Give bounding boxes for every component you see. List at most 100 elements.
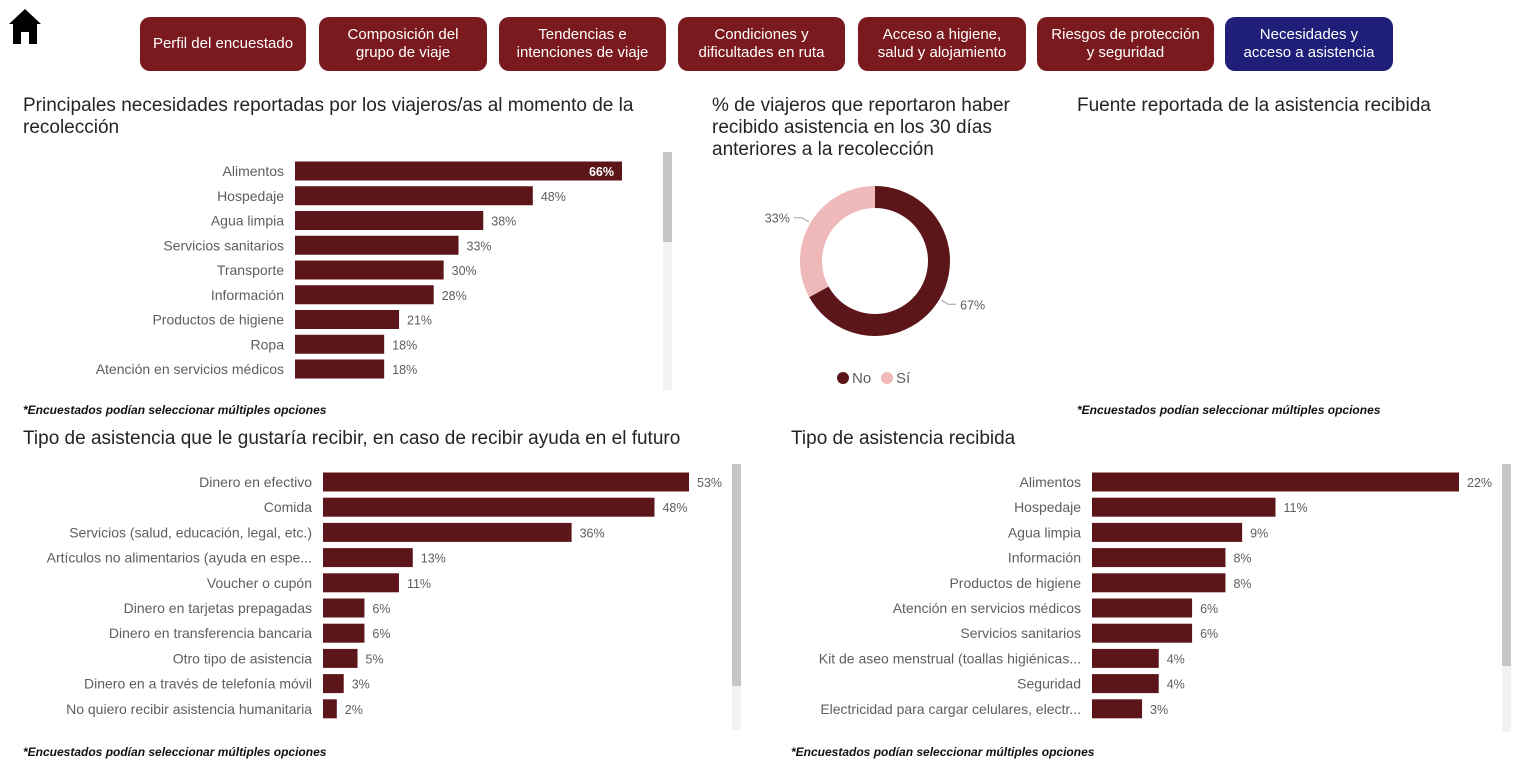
bar[interactable] <box>295 235 459 255</box>
value-label: 3% <box>352 678 370 692</box>
value-label: 3% <box>1150 703 1168 717</box>
bar[interactable] <box>1092 548 1226 568</box>
needs-bar-chart: Alimentos 66% Hospedaje 48% Agua limpia 38% Se… <box>96 152 672 390</box>
value-label: 6% <box>372 627 390 641</box>
bar[interactable] <box>323 522 572 542</box>
bar[interactable] <box>323 573 399 593</box>
bar[interactable] <box>1092 623 1193 643</box>
category-label: Servicios (salud, educación, legal, etc.… <box>69 524 312 540</box>
nav-button-6[interactable]: Riesgos de protección y seguridad <box>1037 17 1214 71</box>
category-label: Agua limpia <box>1008 524 1081 540</box>
needs-chart-title: Principales necesidades reportadas por l… <box>23 95 634 138</box>
donut-slice-sí[interactable] <box>800 186 875 298</box>
category-label: Transporte <box>217 262 284 278</box>
footnote-future: *Encuestados podían seleccionar múltiple… <box>23 745 327 759</box>
value-label: 5% <box>366 652 384 666</box>
bar[interactable] <box>295 310 400 329</box>
bar[interactable] <box>1092 598 1193 618</box>
types-chart-title: Tipo de asistencia recibida <box>791 428 1016 449</box>
value-label: 33% <box>467 239 492 253</box>
slice-value-label: 33% <box>765 212 790 226</box>
bar[interactable] <box>295 186 533 206</box>
value-label: 28% <box>442 289 467 303</box>
bar[interactable] <box>1092 497 1276 517</box>
value-label: 66% <box>589 165 614 179</box>
category-label: Seguridad <box>1017 676 1081 692</box>
scrollbar-thumb[interactable] <box>1502 464 1511 666</box>
leader-line <box>793 217 809 223</box>
value-label: 13% <box>421 552 446 566</box>
value-label: 36% <box>580 526 605 540</box>
received-donut-chart: 67% 33% No Sí <box>765 186 985 387</box>
nav-button-5[interactable]: Acceso a higiene, salud y alojamiento <box>858 17 1026 71</box>
category-label: Dinero en transferencia bancaria <box>109 625 312 641</box>
bar[interactable] <box>323 598 365 618</box>
nav-button-1[interactable]: Perfil del encuestado <box>140 17 306 71</box>
value-label: 48% <box>662 501 687 515</box>
category-label: Ropa <box>251 336 285 352</box>
category-label: Artículos no alimentarios (ayuda en espe… <box>47 550 312 566</box>
source-chart-title: Fuente reportada de la asistencia recibi… <box>1077 95 1431 116</box>
value-label: 8% <box>1233 552 1251 566</box>
bar[interactable] <box>323 497 655 517</box>
value-label: 6% <box>1200 627 1218 641</box>
bar[interactable] <box>295 334 385 354</box>
bar[interactable] <box>1092 522 1243 542</box>
value-label: 6% <box>372 602 390 616</box>
footnote-types: *Encuestados podían seleccionar múltiple… <box>791 745 1095 759</box>
value-label: 30% <box>452 264 477 278</box>
category-label: Electricidad para cargar celulares, elec… <box>820 701 1081 717</box>
category-label: Agua limpia <box>211 213 284 229</box>
value-label: 8% <box>1233 577 1251 591</box>
bar[interactable] <box>295 260 444 280</box>
leader-line <box>941 299 957 305</box>
bar[interactable] <box>295 211 484 230</box>
scrollbar-thumb[interactable] <box>663 152 672 242</box>
value-label: 2% <box>345 703 363 717</box>
category-label: Atención en servicios médicos <box>96 361 284 377</box>
category-label: Dinero en efectivo <box>199 474 312 490</box>
category-label: Hospedaje <box>1014 499 1081 515</box>
value-label: 4% <box>1167 652 1185 666</box>
bar[interactable] <box>1092 573 1226 593</box>
source-bar-chart: Organismo humanitari...22%Iglesia11%Gobi… <box>1060 140 1530 385</box>
bar[interactable] <box>323 699 337 719</box>
bar[interactable] <box>1092 699 1143 719</box>
bar[interactable] <box>323 472 689 492</box>
value-label: 11% <box>407 577 431 591</box>
value-label: 9% <box>1250 526 1268 540</box>
bar[interactable] <box>1092 648 1159 668</box>
legend-label: Sí <box>896 370 911 387</box>
bar[interactable] <box>1092 472 1459 492</box>
bar[interactable] <box>323 548 413 568</box>
nav-button-2[interactable]: Composición del grupo de viaje <box>319 17 487 71</box>
home-icon-graphic <box>9 9 41 44</box>
bar[interactable] <box>323 674 344 694</box>
value-label: 11% <box>1284 501 1308 515</box>
value-label: 21% <box>407 314 432 328</box>
value-label: 4% <box>1167 678 1185 692</box>
types-bar-chart: Alimentos 22% Hospedaje 11% Agua limpia 9% Inf… <box>819 464 1511 732</box>
bar[interactable] <box>295 285 434 305</box>
category-label: Hospedaje <box>217 188 284 204</box>
bar[interactable] <box>295 359 385 379</box>
nav-button-4[interactable]: Condiciones y dificultades en ruta <box>678 17 845 71</box>
category-label: Comida <box>264 499 312 515</box>
category-label: Productos de higiene <box>152 312 284 328</box>
scrollbar-thumb[interactable] <box>732 464 741 686</box>
category-label: Atención en servicios médicos <box>893 600 1081 616</box>
scrollbar-track[interactable] <box>663 152 672 390</box>
nav-button-7[interactable]: Necesidades y acceso a asistencia <box>1225 17 1393 71</box>
bar[interactable] <box>323 648 358 668</box>
home-icon[interactable] <box>8 6 42 46</box>
bar[interactable] <box>323 623 365 643</box>
bar[interactable] <box>295 161 622 181</box>
legend-marker <box>837 372 849 384</box>
category-label: Alimentos <box>1020 474 1081 490</box>
value-label: 18% <box>392 363 417 377</box>
legend-label: No <box>852 370 871 387</box>
category-label: Información <box>1008 550 1081 566</box>
donut-slice-no[interactable] <box>809 186 950 336</box>
nav-button-3[interactable]: Tendencias e intenciones de viaje <box>499 17 666 71</box>
bar[interactable] <box>1092 674 1159 694</box>
